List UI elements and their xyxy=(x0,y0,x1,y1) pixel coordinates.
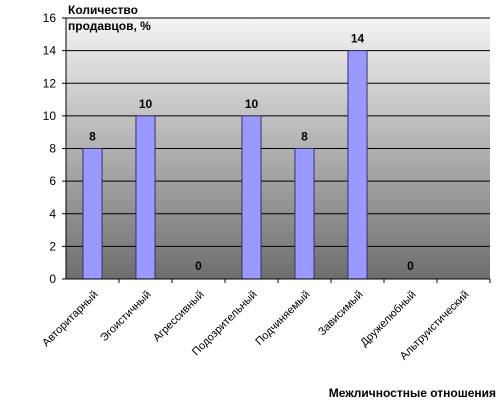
category-label: Агрессивный xyxy=(151,289,207,345)
category-label: Зависимый xyxy=(316,289,366,339)
y-tick-label: 2 xyxy=(49,239,56,253)
bar xyxy=(241,115,262,280)
category-label: Подчиняемый xyxy=(253,289,312,348)
data-label: 0 xyxy=(195,259,202,273)
data-label: 10 xyxy=(139,97,153,111)
category-label: Авторитарный xyxy=(40,289,100,349)
y-axis-title-line1: Количество xyxy=(68,3,138,17)
data-label: 8 xyxy=(89,130,96,144)
category-label: Эгоистичный xyxy=(98,289,153,344)
x-tick-labels: АвторитарныйЭгоистичныйАгрессивныйПодозр… xyxy=(40,279,491,362)
y-axis-title-line2: продавцов, % xyxy=(68,19,151,33)
bar xyxy=(82,148,103,280)
y-tick-label: 10 xyxy=(43,109,57,123)
data-label: 14 xyxy=(351,32,365,46)
y-tick-label: 12 xyxy=(43,76,57,90)
y-axis-title: Количество продавцов, % xyxy=(68,2,151,34)
data-label: 0 xyxy=(407,259,414,273)
y-tick-label: 8 xyxy=(49,142,56,156)
x-axis-title: Межличностные отношения xyxy=(328,386,496,400)
y-tick-label: 0 xyxy=(49,272,56,286)
category-label: Дружелюбный xyxy=(358,289,418,349)
data-label: 8 xyxy=(301,130,308,144)
y-tick-label: 16 xyxy=(43,11,57,25)
y-tick-label: 4 xyxy=(49,207,56,221)
data-labels: 8 10 0 10 8 14 0 xyxy=(89,32,414,273)
bar xyxy=(135,115,156,280)
bar xyxy=(347,50,368,280)
bar xyxy=(294,148,315,280)
y-tick-labels: 0 2 4 6 8 10 12 14 16 xyxy=(43,11,66,286)
y-tick-label: 6 xyxy=(49,174,56,188)
y-tick-label: 14 xyxy=(43,44,57,58)
data-label: 10 xyxy=(245,97,259,111)
